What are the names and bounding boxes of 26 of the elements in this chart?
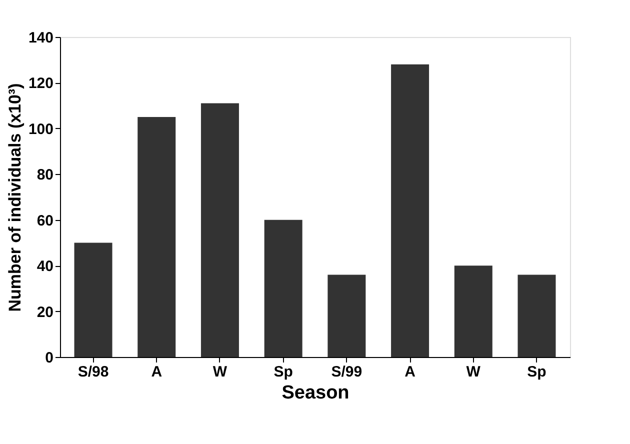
y-tick-label: 0 — [45, 350, 54, 366]
y-tick-label: 100 — [28, 120, 54, 138]
x-tick-label: Sp — [527, 364, 546, 380]
y-tick-label: 80 — [36, 166, 54, 184]
x-tick-label: Sp — [274, 364, 293, 380]
x-tick-label: W — [466, 364, 482, 380]
x-tick-label: S/98 — [78, 364, 109, 380]
y-axis-title: Number of individuals (x10³) — [5, 83, 24, 312]
y-tick-label: 140 — [28, 30, 54, 46]
x-tick-label: A — [404, 364, 416, 380]
bar — [264, 220, 302, 357]
bar — [74, 242, 112, 357]
y-tick-label: 60 — [36, 212, 54, 230]
x-tick-label: A — [151, 364, 162, 380]
bar — [518, 274, 556, 357]
bar — [328, 274, 366, 357]
y-tick-label: 40 — [36, 258, 54, 276]
bar — [200, 103, 239, 357]
bar — [391, 64, 430, 357]
bar — [454, 266, 492, 357]
x-tick-label: S/99 — [331, 364, 362, 380]
x-tick-label: W — [212, 364, 228, 380]
y-tick-label: 120 — [28, 75, 54, 92]
bar — [138, 117, 176, 357]
y-tick-label: 20 — [36, 304, 54, 321]
x-axis-title: Season — [282, 382, 350, 404]
